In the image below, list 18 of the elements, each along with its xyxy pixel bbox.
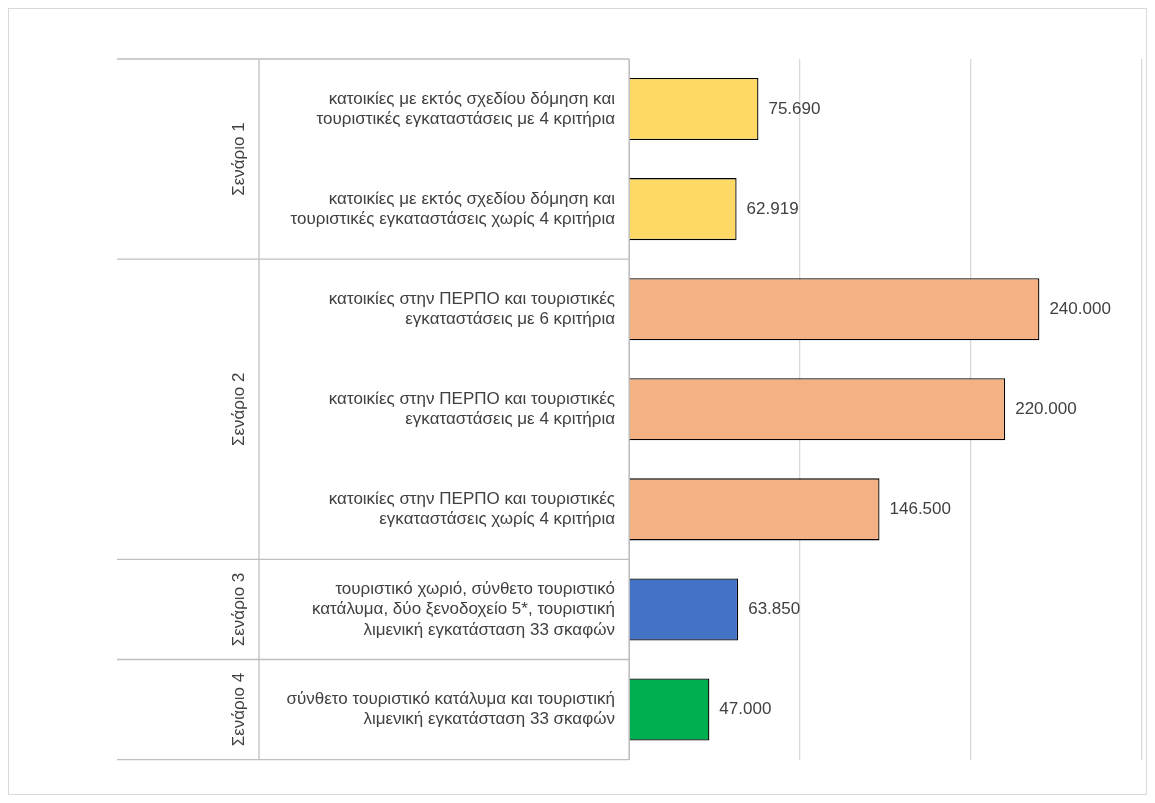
data-label: 63.850 [748,599,801,619]
data-label: 220.000 [1015,398,1077,418]
y-tick-label: κατοικίες με εκτός σχεδίου δόμηση και τουριστικές εγκαταστάσεις με 4 κριτήρια [316,88,616,128]
y-tick-label: σύνθετο τουριστικό κατάλυμα και τουριστική λιμενική εγκατάσταση 33 σκαφών [286,689,615,729]
text: Σενάριο 4 [228,672,248,747]
text: Σενάριο 3 [228,572,248,647]
y-tick-label: κατοικίες στην ΠΕΡΠΟ και τουριστικές εγκαταστάσεις με 6 κριτήρια [328,288,616,329]
y-tick-label: κατοικίες στην ΠΕΡΠΟ και τουριστικές εγκαταστάσεις χωρίς 4 κριτήρια [328,488,616,529]
data-label: 62.919 [746,198,799,218]
data-label: 240.000 [1049,298,1111,318]
data-label: 75.690 [768,98,821,118]
data-label: 47.000 [719,699,772,719]
y-tick-label: τουριστικό χωριό, σύνθετο τουριστικό κατάλυμα, δύο ξενοδοχείο 5*, τουριστική λιμενική εγκατάσταση 33 σκαφών [311,578,615,639]
text: Σενάριο 2 [228,372,248,447]
text: Σενάριο 1 [228,122,248,196]
y-tick-label: κατοικίες με εκτός σχεδίου δόμηση και τουριστικές εγκαταστάσεις χωρίς 4 κριτήρια [290,188,616,229]
data-label: 146.500 [889,499,951,519]
y-tick-label: κατοικίες στην ΠΕΡΠΟ και τουριστικές εγκαταστάσεις με 4 κριτήρια [328,388,616,429]
